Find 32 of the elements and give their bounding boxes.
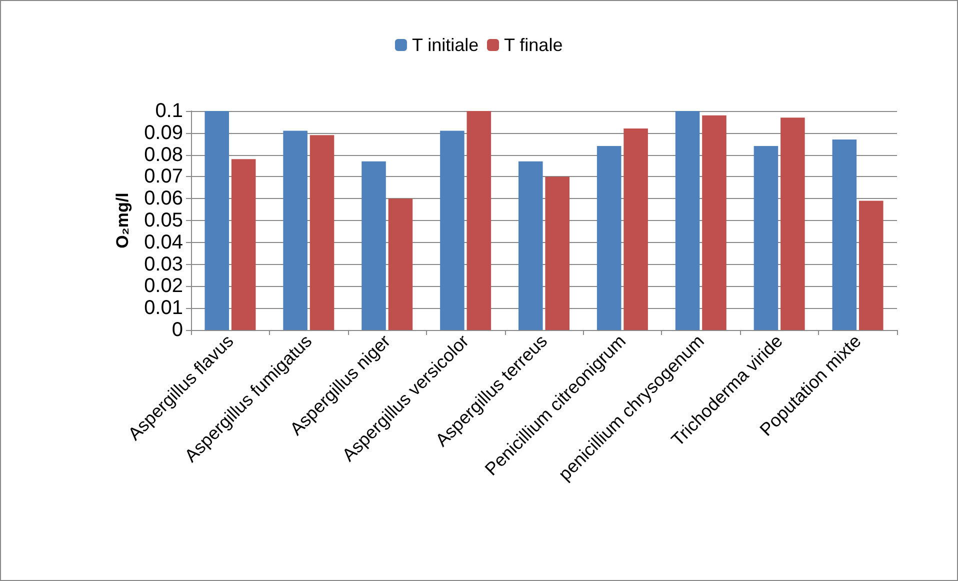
bar [362,161,386,330]
bar [440,130,464,330]
y-tick-label: 0.1 [155,100,183,122]
legend-label: T initiale [412,35,479,55]
bar [832,139,857,330]
bar [702,115,726,330]
bar [596,146,622,330]
y-tick-label: 0.04 [144,231,183,254]
y-axis-title: O₂mg/l [113,192,132,248]
bar [624,128,648,330]
y-tick-label: 0.03 [144,253,183,276]
bar [231,159,256,330]
y-tick-label: 0.05 [144,210,183,232]
y-tick-label: 0.01 [144,297,183,320]
y-tick-label: 0 [172,319,183,341]
bar [466,111,492,330]
bar [283,130,308,330]
bar [310,135,334,330]
bar [858,200,884,330]
y-tick-label: 0.07 [144,166,183,188]
bar [545,176,570,330]
y-tick-label: 0.08 [144,144,183,166]
bar [780,118,805,330]
bar [388,198,413,330]
bar [675,111,700,330]
y-tick-label: 0.02 [144,275,183,298]
legend-label: T finale [504,35,563,55]
y-tick-label: 0.09 [144,122,183,144]
bar [754,146,778,330]
bar [204,111,230,330]
bar [518,161,543,330]
y-tick-label: 0.06 [144,188,183,210]
